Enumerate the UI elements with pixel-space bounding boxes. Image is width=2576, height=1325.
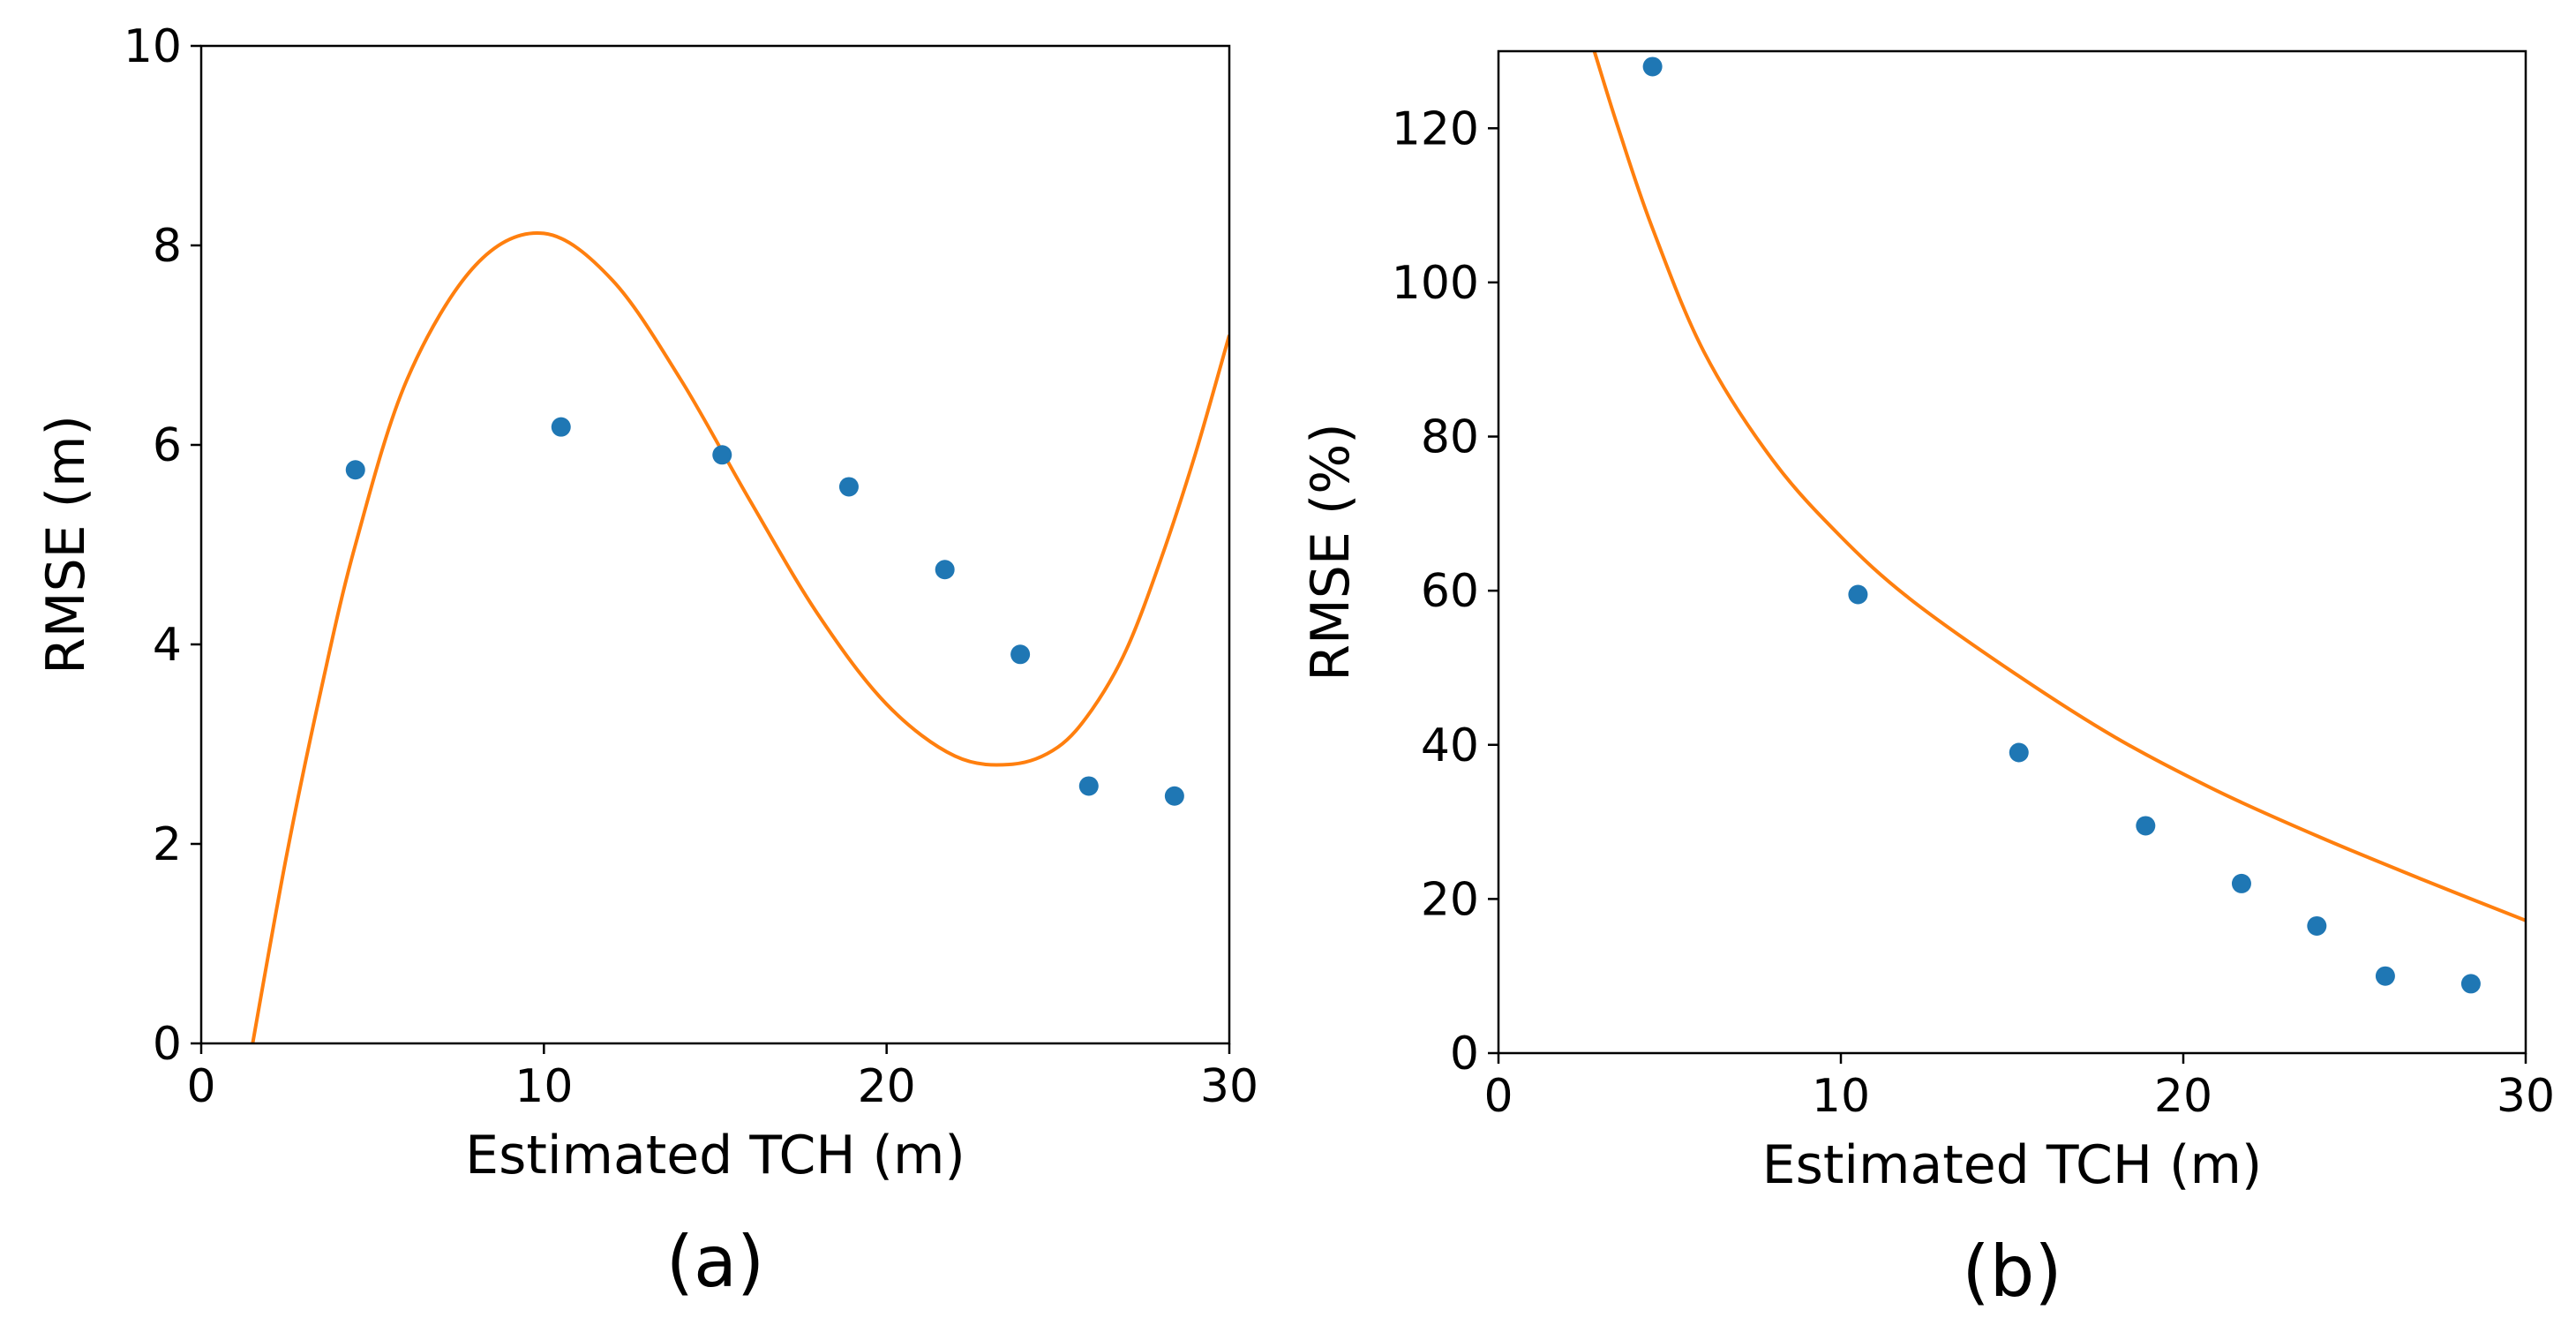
data-point bbox=[935, 560, 955, 580]
data-point bbox=[1164, 786, 1184, 806]
y-axis-label: RMSE (m) bbox=[35, 415, 97, 674]
x-tick-label: 20 bbox=[858, 1060, 916, 1113]
fit-curve-line bbox=[251, 230, 1229, 1043]
data-point bbox=[1642, 56, 1663, 77]
y-tick-label: 0 bbox=[1450, 1028, 1479, 1080]
x-tick-label: 10 bbox=[1812, 1070, 1870, 1123]
y-axis-label: RMSE (%) bbox=[1300, 423, 1362, 681]
data-point bbox=[1078, 776, 1099, 796]
data-point bbox=[345, 460, 365, 480]
data-point bbox=[2136, 816, 2156, 836]
y-tick-label: 100 bbox=[1392, 257, 1479, 310]
data-point bbox=[2231, 873, 2251, 893]
y-tick-label: 40 bbox=[1421, 719, 1479, 772]
y-tick-label: 120 bbox=[1392, 102, 1479, 155]
y-tick-label: 2 bbox=[153, 818, 182, 871]
y-tick-label: 8 bbox=[153, 220, 182, 273]
data-point bbox=[551, 417, 571, 437]
x-tick-label: 30 bbox=[1200, 1060, 1258, 1113]
y-tick-label: 0 bbox=[153, 1018, 182, 1071]
panel-label: (a) bbox=[666, 1221, 764, 1303]
x-tick-label: 0 bbox=[186, 1060, 215, 1113]
panel-a: 0 10 20 30 0 2 4 6 8 10 Estimated TCH (m) RMSE (m) (… bbox=[35, 20, 1258, 1303]
data-point bbox=[2307, 915, 2327, 936]
x-axis-label: Estimated TCH (m) bbox=[1762, 1134, 2263, 1196]
y-tick-label: 4 bbox=[153, 619, 182, 672]
x-tick-label: 20 bbox=[2154, 1070, 2212, 1123]
data-point bbox=[2009, 742, 2029, 763]
panel-b: 0 10 20 30 0 20 40 60 80 100 120 Estimated TCH (m) R… bbox=[1300, 49, 2555, 1313]
data-point bbox=[2460, 974, 2481, 994]
y-tick-label: 80 bbox=[1421, 411, 1479, 464]
panel-label: (b) bbox=[1962, 1231, 2062, 1313]
y-tick-label: 6 bbox=[153, 419, 182, 472]
data-point bbox=[838, 477, 859, 497]
plot-frame bbox=[199, 44, 1231, 1045]
x-tick-label: 0 bbox=[1483, 1070, 1513, 1123]
data-point bbox=[712, 445, 732, 465]
data-point bbox=[1010, 644, 1031, 665]
plot-frame bbox=[1497, 49, 2527, 1055]
data-point bbox=[2375, 966, 2395, 986]
fit-curve-line bbox=[1592, 51, 2526, 922]
y-tick-label: 20 bbox=[1421, 873, 1479, 926]
y-tick-label: 10 bbox=[124, 20, 182, 73]
x-tick-label: 30 bbox=[2497, 1070, 2555, 1123]
y-tick-label: 60 bbox=[1421, 565, 1479, 618]
x-axis-label: Estimated TCH (m) bbox=[465, 1125, 965, 1186]
data-point bbox=[1848, 584, 1868, 605]
x-tick-label: 10 bbox=[514, 1060, 573, 1113]
